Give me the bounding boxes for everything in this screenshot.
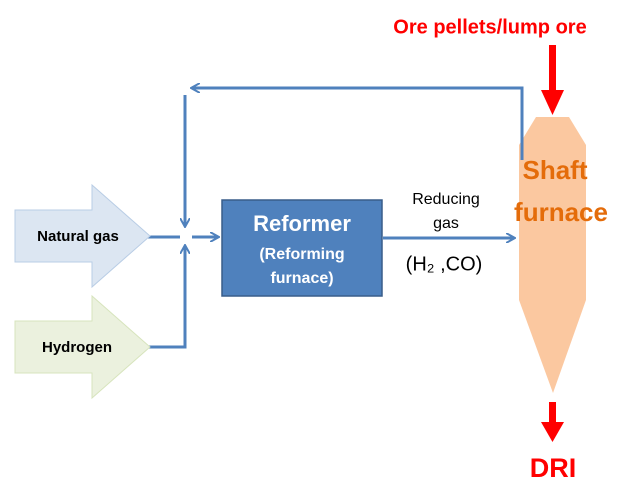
reducing-gas-label: Reducing <box>412 191 480 208</box>
reformer-title: Reformer <box>253 211 351 236</box>
natural-gas-arrow <box>14 183 151 289</box>
reformer-box <box>221 199 383 297</box>
reducing-gas-label: gas <box>433 215 459 232</box>
shaft-furnace-label: Shaft <box>523 155 588 185</box>
hydrogen-label: Hydrogen <box>42 339 112 356</box>
gas-lines <box>148 88 524 349</box>
reformer-subtitle: (Reforming <box>259 246 344 263</box>
reducing-gas-composition: (H₂ ,CO) <box>406 253 483 275</box>
shaft-furnace-shape <box>519 117 586 393</box>
hydrogen-arrow <box>14 294 151 400</box>
product-label: DRI <box>530 453 577 483</box>
feed-label: Ore pellets/lump ore <box>393 16 586 38</box>
shaft-furnace-label: furnace <box>514 197 608 227</box>
feed-arrow <box>541 45 564 115</box>
natural-gas-label: Natural gas <box>37 228 119 245</box>
reformer-subtitle: furnace) <box>270 270 333 287</box>
product-arrow <box>541 402 564 442</box>
